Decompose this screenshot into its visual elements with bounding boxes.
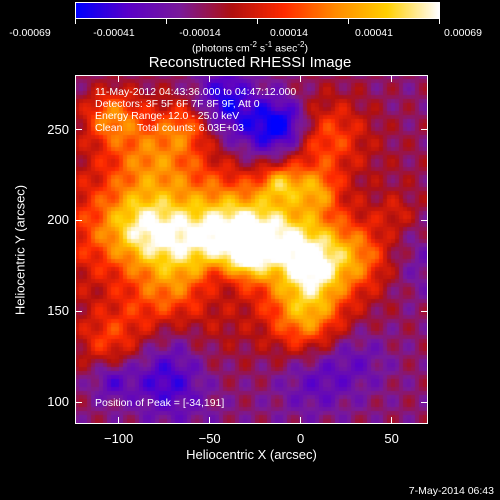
x-axis-tick: [118, 417, 120, 424]
y-axis-tick: [421, 401, 428, 403]
x-axis-tick: [209, 75, 211, 82]
y-axis-tick: [421, 219, 428, 221]
x-axis-tick-label: −100: [104, 431, 134, 446]
peak-position-text: Position of Peak = [-34,191]: [95, 397, 225, 409]
y-axis-label: Heliocentric Y (arcsec): [12, 184, 28, 316]
colorbar-label: 0.00041: [355, 27, 393, 39]
colorbar-tick: [166, 19, 167, 24]
colorbar-units: (photons cm-2 s-1 asec-2): [0, 40, 500, 55]
colorbar-tick: [75, 19, 76, 24]
y-axis-tick: [75, 401, 82, 403]
x-axis-tick: [300, 417, 302, 424]
units-sup: -2: [297, 40, 305, 49]
x-axis-tick: [391, 75, 393, 82]
y-axis-tick-label: 250: [47, 121, 69, 137]
plot-area: [75, 75, 428, 424]
colorbar-tick: [348, 19, 349, 24]
y-axis-tick: [75, 219, 82, 221]
colorbar-tick: [257, 19, 258, 24]
time-range-text: 11-May-2012 04:43:36.000 to 04:47:12.000: [95, 86, 297, 98]
colorbar: [75, 2, 440, 19]
units-sup: -2: [249, 40, 257, 49]
energy-range-text: Energy Range: 12.0 - 25.0 keV: [95, 110, 240, 122]
y-axis-tick: [75, 310, 82, 312]
units-text: ): [304, 42, 308, 55]
x-axis-tick: [391, 417, 393, 424]
y-axis-tick-label: 100: [47, 394, 69, 410]
x-axis-tick-label: 0: [297, 431, 305, 446]
colorbar-label: -0.00014: [179, 27, 221, 39]
units-text: (photons cm: [192, 42, 250, 55]
x-axis-tick: [209, 417, 211, 424]
colorbar-label: 0.00069: [444, 27, 482, 39]
detectors-text: Detectors: 3F 5F 6F 7F 8F 9F, Att 0: [95, 98, 260, 110]
x-axis-label: Heliocentric X (arcsec): [186, 447, 317, 462]
timestamp: 7-May-2014 06:43: [408, 485, 494, 497]
x-axis-tick-label: −50: [198, 431, 221, 446]
y-axis-tick: [421, 310, 428, 312]
units-sup: -1: [265, 40, 273, 49]
colorbar-label: -0.00041: [93, 27, 135, 39]
colorbar-label: 0.00014: [270, 27, 308, 39]
y-axis-tick: [75, 129, 82, 131]
units-text: s: [256, 42, 266, 55]
colorbar-tick: [439, 19, 440, 24]
clean-counts-text: Clean Total counts: 6.03E+03: [95, 122, 244, 134]
y-axis-tick: [421, 129, 428, 131]
y-axis-tick-label: 200: [47, 212, 69, 228]
y-axis-tick-label: 150: [47, 303, 69, 319]
x-axis-tick: [300, 75, 302, 82]
rhessi-heatmap-image: [75, 75, 428, 424]
x-axis-tick: [118, 75, 120, 82]
colorbar-ticks: [75, 19, 440, 25]
colorbar-label: -0.00069: [9, 27, 51, 39]
chart-title: Reconstructed RHESSI Image: [148, 54, 352, 71]
units-text: asec: [272, 42, 298, 55]
x-axis-tick-label: 50: [384, 431, 399, 446]
